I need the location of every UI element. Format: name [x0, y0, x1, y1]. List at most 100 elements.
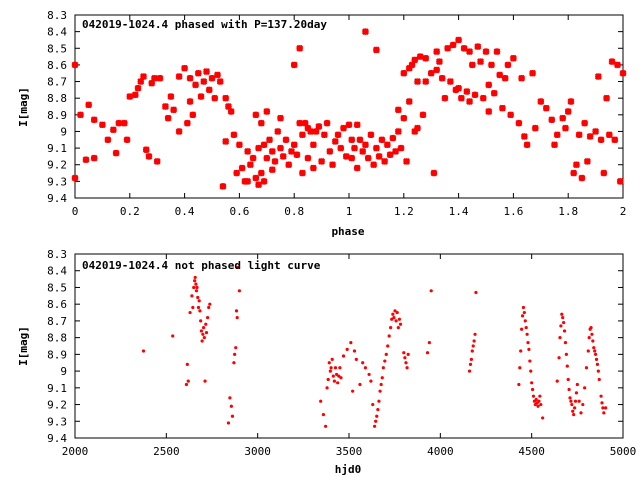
data-point [236, 265, 240, 269]
data-point [531, 124, 539, 132]
data-point [525, 332, 529, 336]
data-point [369, 379, 373, 383]
data-point [592, 346, 596, 350]
data-point [372, 424, 377, 428]
data-point [472, 339, 476, 343]
y-tick-label: 8.4 [47, 265, 67, 278]
data-point [570, 169, 578, 177]
data-point [194, 69, 202, 77]
data-point [560, 312, 564, 316]
data-point [577, 399, 581, 403]
data-point [567, 98, 575, 105]
data-point [137, 78, 145, 85]
data-point [112, 149, 120, 157]
data-point [581, 402, 585, 407]
data-point [619, 69, 627, 77]
data-point [604, 406, 608, 410]
data-point [214, 71, 221, 79]
data-point [336, 381, 340, 385]
data-point [371, 402, 375, 407]
data-point [523, 141, 531, 149]
data-point [230, 131, 238, 139]
y-tick-label: 8.3 [47, 248, 67, 261]
data-point [400, 69, 408, 77]
data-point [304, 124, 312, 132]
data-point [268, 166, 276, 174]
data-point [395, 310, 399, 315]
data-point [405, 64, 413, 72]
data-point [425, 351, 430, 355]
data-point [611, 136, 619, 144]
data-point [565, 364, 569, 368]
data-point [518, 74, 525, 82]
data-point [573, 399, 578, 403]
data-point [419, 111, 427, 119]
data-point [331, 374, 335, 378]
y-tick-label: 9.4 [47, 432, 67, 445]
data-point [219, 182, 227, 190]
data-point [362, 141, 369, 149]
data-point [398, 322, 403, 326]
data-point [433, 48, 441, 55]
data-point [82, 156, 90, 164]
data-point [596, 369, 600, 373]
axis-ticks: 2000 2500 3000 3500 4000 4500 5000 8.3 8.4 8.5 8.6… [47, 248, 636, 458]
data-point [504, 61, 512, 69]
data-point [349, 341, 353, 345]
data-point [455, 36, 462, 44]
data-point [567, 387, 571, 392]
data-point [299, 131, 306, 139]
data-point [353, 164, 361, 172]
x-tick-label: 1.8 [558, 205, 578, 218]
data-point [244, 177, 251, 185]
data-point [186, 74, 194, 82]
x-tick-label: 3000 [244, 445, 271, 458]
y-tick-label: 8.9 [47, 348, 67, 361]
data-point [342, 153, 350, 160]
y-tick-label: 9 [60, 125, 67, 138]
data-point [299, 169, 306, 177]
data-point [383, 141, 391, 149]
data-point [444, 44, 452, 52]
y-tick-label: 8.5 [47, 42, 67, 55]
x-tick-label: 3500 [336, 445, 363, 458]
data-point [394, 319, 398, 323]
data-point [85, 101, 93, 109]
data-point [204, 331, 209, 335]
data-point [170, 106, 178, 114]
x-tick-label: 1 [346, 205, 353, 218]
data-point [370, 161, 378, 169]
x-tick-label: 1.6 [503, 205, 523, 218]
data-point [427, 69, 435, 77]
data-point [329, 161, 336, 169]
data-point [206, 315, 210, 320]
data-point [529, 69, 536, 77]
data-point [222, 94, 230, 102]
y-tick-label: 8.3 [47, 9, 67, 22]
data-point [571, 409, 575, 413]
data-point [485, 81, 493, 89]
phased-light-curve-panel: 0 0.2 0.4 0.6 0.8 1 1.2 1.4 1.6 1.8 2 8.3 8.4 8.5 8.6 8… [17, 9, 627, 238]
data-point [584, 366, 589, 370]
data-point [183, 119, 191, 127]
data-point [548, 116, 556, 124]
data-point [493, 48, 501, 55]
data-point [293, 151, 301, 159]
data-point [236, 141, 243, 149]
data-point [555, 379, 559, 383]
x-tick-label: 2000 [62, 445, 89, 458]
data-point [367, 131, 375, 139]
data-point [186, 379, 190, 383]
data-point [558, 336, 562, 340]
data-point [520, 327, 524, 331]
data-point [408, 61, 416, 69]
data-point [334, 131, 342, 139]
data-point [563, 341, 568, 345]
x-axis-label: hjd0 [335, 463, 362, 476]
data-point [559, 324, 563, 328]
data-point [348, 154, 356, 162]
data-point [338, 366, 342, 370]
data-point [351, 144, 358, 152]
data-point [348, 136, 356, 144]
data-point [466, 98, 473, 105]
